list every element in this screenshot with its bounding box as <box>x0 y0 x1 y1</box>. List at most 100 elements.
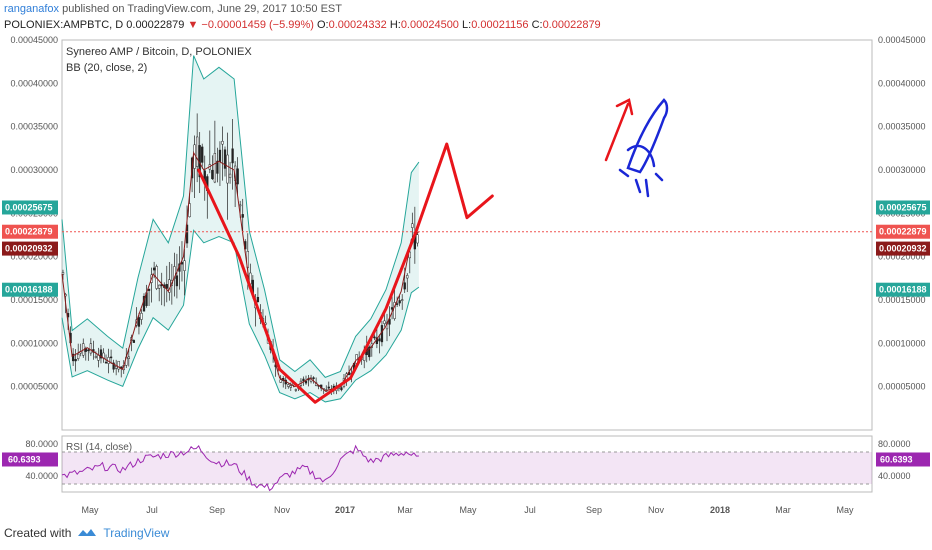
candle-body <box>158 284 161 289</box>
candle-body <box>216 160 219 174</box>
price-tag-left-text: 0.00016188 <box>5 285 53 295</box>
candle-body <box>239 204 242 207</box>
candle-body <box>127 356 130 359</box>
candle-body <box>61 272 65 275</box>
x-tick: Mar <box>397 505 413 515</box>
y-tick-right: 0.00045000 <box>878 35 926 45</box>
y-tick-right: 0.00010000 <box>878 338 926 348</box>
rsi-tick-right: 40.0000 <box>878 471 911 481</box>
candle-body <box>221 140 224 145</box>
low-value: 0.00021156 <box>471 19 529 31</box>
candle-body <box>109 356 113 359</box>
symbol-label: POLONIEX:AMPBTC, D <box>4 19 124 31</box>
candle-body <box>256 296 260 302</box>
candle-body <box>97 355 100 361</box>
candle-body <box>165 284 168 289</box>
candle-body <box>218 149 222 162</box>
candle-body <box>213 153 217 183</box>
x-tick: 2017 <box>335 505 355 515</box>
price-tag-right-text: 0.00022879 <box>879 227 927 237</box>
candle-body <box>137 317 141 327</box>
rocket-flames <box>618 144 664 198</box>
candle-body <box>395 303 399 305</box>
candle-body <box>408 251 411 259</box>
candle-body <box>211 169 214 180</box>
candle-body <box>304 380 308 384</box>
open-value: 0.00024332 <box>328 19 387 31</box>
price-tag-left <box>2 241 58 256</box>
candle-body <box>77 353 80 359</box>
price-tag-right <box>876 282 930 297</box>
candle-body <box>406 275 409 279</box>
y-tick-right: 0.00040000 <box>878 78 926 88</box>
bollinger-basis-line <box>61 151 420 392</box>
x-tick: Sep <box>209 505 225 515</box>
rsi-label: RSI (14, close) <box>66 442 132 453</box>
candle-body <box>71 353 75 362</box>
projection-curve <box>197 142 494 404</box>
price-tag-left-text: 0.00020932 <box>5 244 53 254</box>
candle-body <box>87 349 90 352</box>
candle-body <box>302 378 305 382</box>
y-tick-right: 0.00015000 <box>878 295 926 305</box>
y-tick-left: 0.00010000 <box>10 338 58 348</box>
price-tag-right <box>876 224 930 239</box>
candle-body <box>152 267 156 271</box>
rocket-arrow <box>604 98 634 162</box>
candle-body <box>140 312 143 320</box>
rsi-tick-right: 80.0000 <box>878 439 911 449</box>
rocket-body <box>626 98 669 174</box>
y-tick-left: 0.00015000 <box>10 295 58 305</box>
candle-body <box>236 168 239 185</box>
price-tag-right <box>876 200 930 215</box>
rsi-line <box>61 444 419 492</box>
created-with-label: Created with <box>4 526 72 540</box>
candle-body <box>287 384 290 387</box>
x-tick: 2018 <box>710 505 730 515</box>
tradingview-logo-icon <box>78 529 97 536</box>
price-tag-left <box>2 200 58 215</box>
tradingview-link[interactable]: TradingView <box>103 526 170 540</box>
chart-title: Synereo AMP / Bitcoin, D, POLONIEX <box>66 46 252 58</box>
x-tick: Mar <box>775 505 791 515</box>
candle-body <box>226 154 229 184</box>
author-link[interactable]: ranganafox <box>4 3 60 15</box>
candle-body <box>411 223 414 228</box>
price-tag-left <box>2 282 58 297</box>
price-tag-right-text: 0.00025675 <box>879 202 927 212</box>
candle-body <box>380 325 384 343</box>
x-tick: May <box>836 505 854 515</box>
price-tag-left-text: 0.00022879 <box>5 227 53 237</box>
price-panel-frame <box>61 39 873 431</box>
candle-body <box>383 320 386 324</box>
publish-info: published on TradingView.com, June 29, 2… <box>59 3 342 15</box>
rsi-tick-left: 80.0000 <box>25 439 58 449</box>
y-tick-right: 0.00020000 <box>878 252 926 262</box>
candle-body <box>74 359 77 362</box>
candle-body <box>115 365 118 369</box>
candle-body <box>279 379 282 383</box>
y-tick-left: 0.00030000 <box>10 165 58 175</box>
x-tick: Jul <box>146 505 158 515</box>
candle-body <box>390 307 394 310</box>
x-tick: Nov <box>648 505 665 515</box>
x-tick: May <box>81 505 99 515</box>
price-tag-right <box>876 241 930 256</box>
y-tick-left: 0.00005000 <box>10 382 58 392</box>
x-tick: May <box>459 505 477 515</box>
candle-body <box>241 214 244 218</box>
indicator-label: BB (20, close, 2) <box>66 62 147 74</box>
candle-body <box>231 148 234 164</box>
rsi-panel-frame <box>61 435 873 493</box>
candle-body <box>398 300 401 304</box>
candle-body <box>175 275 179 287</box>
change-value: ▼ −0.00001459 (−5.99%) <box>187 19 314 31</box>
price-tag-right-text: 0.00016188 <box>879 285 927 295</box>
candle-body <box>327 386 330 389</box>
candle-body <box>147 288 151 291</box>
high-value: 0.00024500 <box>400 19 459 31</box>
footer: Created with TradingView <box>4 526 169 540</box>
rsi-tag-right <box>876 452 930 467</box>
candle-body <box>201 146 204 163</box>
